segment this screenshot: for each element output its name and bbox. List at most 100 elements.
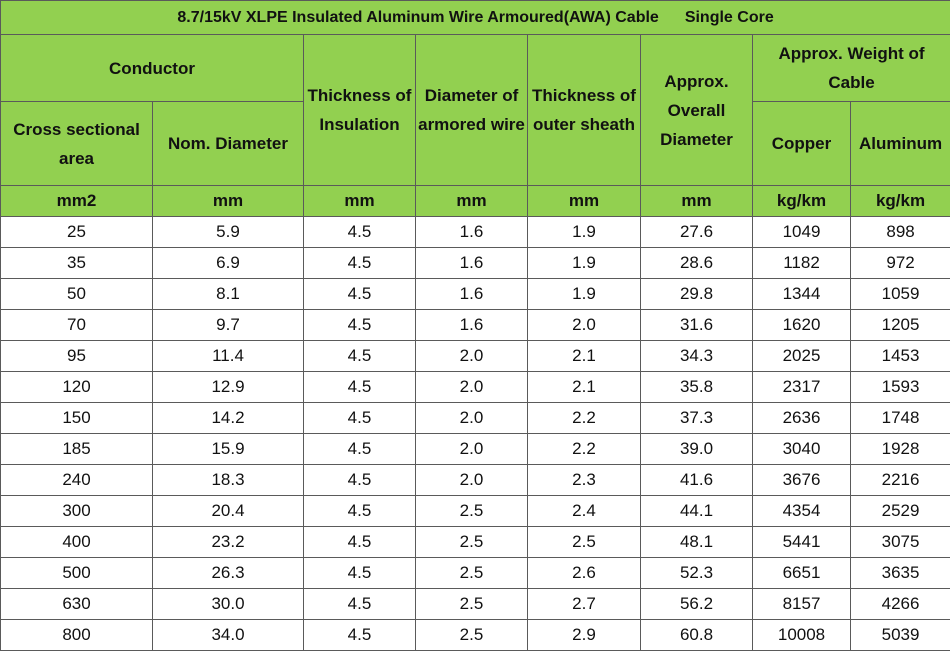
table-cell: 2.4 bbox=[527, 495, 641, 527]
unit-cell: mm bbox=[527, 185, 641, 217]
unit-cell: kg/km bbox=[752, 185, 851, 217]
table-cell: 1.6 bbox=[415, 278, 528, 310]
table-cell: 2.5 bbox=[527, 526, 641, 558]
table-cell: 15.9 bbox=[152, 433, 304, 465]
table-cell: 31.6 bbox=[640, 309, 753, 341]
table-cell: 4.5 bbox=[303, 619, 416, 651]
table-cell: 2.0 bbox=[415, 402, 528, 434]
table-cell: 6.9 bbox=[152, 247, 304, 279]
table-title: 8.7/15kV XLPE Insulated Aluminum Wire Ar… bbox=[0, 0, 950, 35]
table-cell: 9.7 bbox=[152, 309, 304, 341]
table-cell: 2025 bbox=[752, 340, 851, 372]
table-cell: 41.6 bbox=[640, 464, 753, 496]
table-cell: 52.3 bbox=[640, 557, 753, 589]
table-cell: 1.6 bbox=[415, 309, 528, 341]
table-cell: 6651 bbox=[752, 557, 851, 589]
table-cell: 12.9 bbox=[152, 371, 304, 403]
table-cell: 1182 bbox=[752, 247, 851, 279]
table-cell: 1205 bbox=[849, 309, 950, 341]
table-cell: 4.5 bbox=[303, 402, 416, 434]
header-cross-sectional-area: Cross sectional area bbox=[0, 101, 153, 186]
header-diameter-armored-wire: Diameter of armored wire bbox=[415, 34, 528, 186]
table-cell: 26.3 bbox=[152, 557, 304, 589]
table-cell: 4.5 bbox=[303, 526, 416, 558]
table-title-sub: Single Core bbox=[684, 8, 774, 26]
table-cell: 4354 bbox=[752, 495, 851, 527]
table-cell: 95 bbox=[0, 340, 153, 372]
table-cell: 60.8 bbox=[640, 619, 753, 651]
table-cell: 300 bbox=[0, 495, 153, 527]
header-thickness-insulation: Thickness of Insulation bbox=[303, 34, 416, 186]
table-cell: 2.2 bbox=[527, 402, 641, 434]
header-overall-diameter: Approx. Overall Diameter bbox=[640, 34, 753, 186]
table-cell: 2.0 bbox=[415, 464, 528, 496]
table-cell: 2.1 bbox=[527, 371, 641, 403]
table-cell: 29.8 bbox=[640, 278, 753, 310]
table-title-row: 8.7/15kV XLPE Insulated Aluminum Wire Ar… bbox=[0, 0, 950, 35]
table-cell: 27.6 bbox=[640, 216, 753, 248]
table-cell: 150 bbox=[0, 402, 153, 434]
table-row: 95 11.4 4.5 2.0 2.1 34.3 2025 1453 bbox=[0, 340, 950, 372]
table-cell: 4.5 bbox=[303, 433, 416, 465]
table-cell: 1453 bbox=[849, 340, 950, 372]
table-cell: 11.4 bbox=[152, 340, 304, 372]
table-cell: 50 bbox=[0, 278, 153, 310]
table-cell: 35 bbox=[0, 247, 153, 279]
table-cell: 5.9 bbox=[152, 216, 304, 248]
table-cell: 2.9 bbox=[527, 619, 641, 651]
unit-cell: kg/km bbox=[849, 185, 950, 217]
table-cell: 2.0 bbox=[415, 371, 528, 403]
table-cell: 630 bbox=[0, 588, 153, 620]
table-cell: 34.3 bbox=[640, 340, 753, 372]
header-aluminum: Aluminum bbox=[849, 101, 950, 186]
table-cell: 4.5 bbox=[303, 371, 416, 403]
unit-cell: mm bbox=[640, 185, 753, 217]
table-cell: 1.9 bbox=[527, 247, 641, 279]
table-row: 120 12.9 4.5 2.0 2.1 35.8 2317 1593 bbox=[0, 371, 950, 403]
table-cell: 1.6 bbox=[415, 216, 528, 248]
table-cell: 5441 bbox=[752, 526, 851, 558]
table-cell: 1059 bbox=[849, 278, 950, 310]
table-cell: 2636 bbox=[752, 402, 851, 434]
table-row: 240 18.3 4.5 2.0 2.3 41.6 3676 2216 bbox=[0, 464, 950, 496]
table-cell: 2.5 bbox=[415, 495, 528, 527]
table-cell: 28.6 bbox=[640, 247, 753, 279]
table-row: 500 26.3 4.5 2.5 2.6 52.3 6651 3635 bbox=[0, 557, 950, 589]
header-nom-diameter: Nom. Diameter bbox=[152, 101, 304, 186]
table-cell: 2.5 bbox=[415, 526, 528, 558]
table-cell: 3075 bbox=[849, 526, 950, 558]
table-cell: 14.2 bbox=[152, 402, 304, 434]
table-cell: 1748 bbox=[849, 402, 950, 434]
table-cell: 4.5 bbox=[303, 278, 416, 310]
table-row: 70 9.7 4.5 1.6 2.0 31.6 1620 1205 bbox=[0, 309, 950, 341]
table-cell: 2.7 bbox=[527, 588, 641, 620]
table-cell: 1620 bbox=[752, 309, 851, 341]
table-cell: 4.5 bbox=[303, 464, 416, 496]
table-cell: 2.1 bbox=[527, 340, 641, 372]
table-cell: 35.8 bbox=[640, 371, 753, 403]
table-cell: 3040 bbox=[752, 433, 851, 465]
header-row-2: Cross sectional area Nom. Diameter Coppe… bbox=[0, 101, 950, 186]
table-title-main: 8.7/15kV XLPE Insulated Aluminum Wire Ar… bbox=[177, 8, 659, 26]
table-cell: 120 bbox=[0, 371, 153, 403]
table-cell: 1.9 bbox=[527, 216, 641, 248]
header-conductor: Conductor bbox=[0, 34, 304, 102]
units-row: mm2 mm mm mm mm mm kg/km kg/km bbox=[0, 185, 950, 217]
table-cell: 2529 bbox=[849, 495, 950, 527]
table-cell: 56.2 bbox=[640, 588, 753, 620]
table-cell: 4.5 bbox=[303, 340, 416, 372]
unit-cell: mm bbox=[415, 185, 528, 217]
table-cell: 37.3 bbox=[640, 402, 753, 434]
table-cell: 4.5 bbox=[303, 309, 416, 341]
table-cell: 4.5 bbox=[303, 216, 416, 248]
table-cell: 8157 bbox=[752, 588, 851, 620]
table-cell: 1049 bbox=[752, 216, 851, 248]
table-row: 25 5.9 4.5 1.6 1.9 27.6 1049 898 bbox=[0, 216, 950, 248]
table-cell: 20.4 bbox=[152, 495, 304, 527]
header-row-1: Conductor Thickness of Insulation Diamet… bbox=[0, 34, 950, 186]
table-cell: 1928 bbox=[849, 433, 950, 465]
table-cell: 400 bbox=[0, 526, 153, 558]
table-cell: 30.0 bbox=[152, 588, 304, 620]
table-cell: 2.0 bbox=[415, 433, 528, 465]
table-cell: 70 bbox=[0, 309, 153, 341]
